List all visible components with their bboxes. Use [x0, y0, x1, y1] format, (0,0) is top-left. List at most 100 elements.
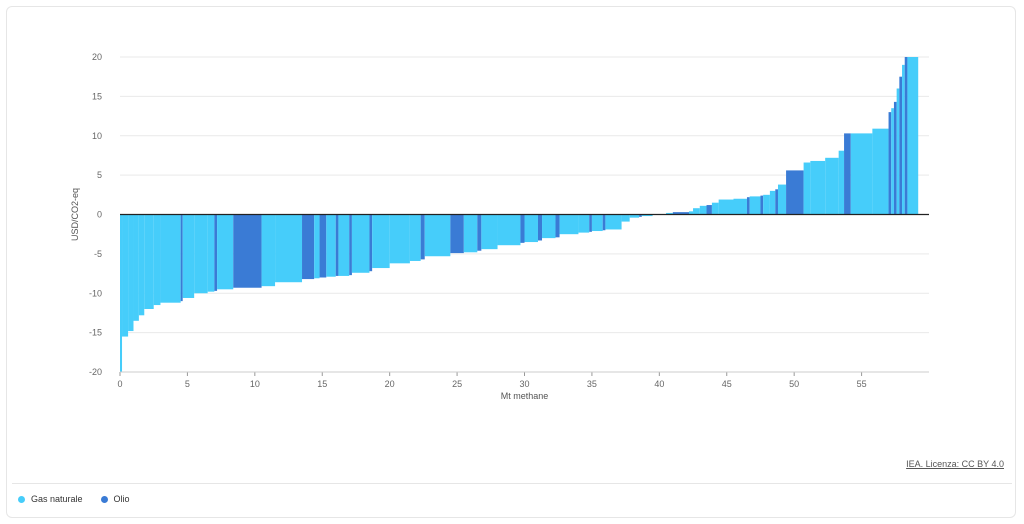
x-tick-label: 55	[857, 379, 867, 389]
bar-gas	[803, 162, 811, 215]
bar-oil	[520, 214, 525, 243]
bar-gas	[138, 214, 145, 316]
bar-gas	[777, 184, 787, 215]
bar-oil	[233, 214, 262, 288]
bar-gas	[838, 150, 845, 215]
x-tick-label: 10	[250, 379, 260, 389]
y-tick-label: 10	[92, 131, 102, 141]
bar-gas	[275, 214, 303, 283]
bar-gas	[409, 214, 421, 261]
x-tick-label: 25	[452, 379, 462, 389]
abatement-cost-chart: -20 -15 -10 -5 0 5 10 15 20 0 5 10 15 20 25 30 35 40 45 50…	[70, 52, 929, 401]
y-tick-label: 5	[97, 170, 102, 180]
bar-gas	[578, 214, 590, 233]
bar-gas	[825, 157, 839, 215]
y-tick-label: -10	[89, 288, 102, 298]
bar-oil	[335, 214, 339, 276]
bar-oil	[786, 170, 804, 215]
bar-gas	[872, 128, 889, 215]
bar-gas	[591, 214, 603, 232]
bar-gas	[372, 214, 390, 269]
bar-gas	[850, 133, 873, 215]
bar-gas	[688, 211, 694, 215]
bar-gas	[693, 208, 700, 215]
bar-gas	[763, 194, 770, 215]
bar-oil	[672, 212, 689, 215]
bar-gas	[389, 214, 410, 264]
y-tick-label: 15	[92, 91, 102, 101]
bar-gas	[896, 88, 900, 215]
bar-oil	[775, 189, 778, 215]
bar-gas	[769, 190, 776, 215]
bar-gas	[605, 214, 622, 230]
bar-gas	[666, 212, 673, 215]
bar-gas	[261, 214, 276, 287]
bar-oil	[844, 133, 851, 215]
bar-gas	[733, 198, 747, 215]
bar-gas	[629, 214, 640, 218]
bar-gas	[699, 205, 707, 215]
footer-divider	[12, 483, 1012, 484]
bar-gas	[314, 214, 320, 279]
bar-oil	[555, 214, 560, 238]
bar-gas	[891, 108, 894, 215]
x-axis-label: Mt methane	[501, 391, 549, 401]
bar-gas	[907, 57, 919, 215]
legend-item-gas[interactable]: Gas naturale	[18, 494, 83, 504]
x-tick-label: 45	[722, 379, 732, 389]
bar-oil	[450, 214, 464, 254]
bar-gas	[351, 214, 370, 273]
bar-gas	[217, 214, 234, 290]
bar-oil	[899, 76, 903, 215]
x-tick-label: 50	[789, 379, 799, 389]
bar-gas	[711, 202, 719, 215]
bar-gas	[641, 214, 653, 217]
bar-gas	[326, 214, 336, 277]
legend-label-oil: Olio	[113, 494, 130, 504]
x-tick-label: 0	[117, 379, 122, 389]
bar-oil	[302, 214, 315, 280]
bar-gas	[524, 214, 538, 243]
legend-label-gas: Gas naturale	[31, 494, 83, 504]
bar-oil	[602, 214, 606, 231]
bar-oil	[214, 214, 218, 291]
bar-oil	[477, 214, 482, 251]
bar-oil	[589, 214, 592, 232]
y-tick-label: -5	[94, 249, 102, 259]
bar-gas	[182, 214, 195, 298]
bar-oil	[319, 214, 327, 278]
bar-gas	[133, 214, 139, 321]
bar-oil	[893, 101, 897, 215]
bar-gas	[810, 160, 826, 215]
y-tick-label: 0	[97, 210, 102, 220]
bar-gas	[542, 214, 556, 239]
y-axis-label: USD/CO2-eq	[70, 188, 80, 241]
license-link[interactable]: IEA. Licenza: CC BY 4.0	[906, 459, 1004, 469]
y-tick-label: 20	[92, 52, 102, 62]
bar-oil	[369, 214, 373, 272]
bar-gas	[207, 214, 215, 292]
bar-gas	[497, 214, 521, 246]
bar-gas	[749, 196, 761, 215]
bar-gas	[338, 214, 350, 276]
bar-gas	[160, 214, 181, 303]
x-tick-label: 5	[185, 379, 190, 389]
y-axis: -20 -15 -10 -5 0 5 10 15 20	[89, 52, 102, 377]
bar-oil	[537, 214, 543, 241]
x-tick-label: 15	[317, 379, 327, 389]
oil-dot-icon	[100, 495, 108, 503]
bar-gas	[153, 214, 161, 306]
bar-oil	[639, 214, 642, 217]
bar-oil	[888, 112, 892, 215]
legend: Gas naturale Olio	[18, 494, 130, 504]
bar-gas	[120, 214, 123, 372]
bar-oil	[180, 214, 183, 302]
bar-gas	[481, 214, 498, 250]
x-tick-label: 40	[654, 379, 664, 389]
x-tick-label: 30	[519, 379, 529, 389]
bar-gas	[718, 199, 734, 215]
legend-item-oil[interactable]: Olio	[100, 494, 130, 504]
bar-oil	[420, 214, 425, 260]
bar-gas	[621, 214, 630, 222]
bars	[120, 57, 919, 372]
